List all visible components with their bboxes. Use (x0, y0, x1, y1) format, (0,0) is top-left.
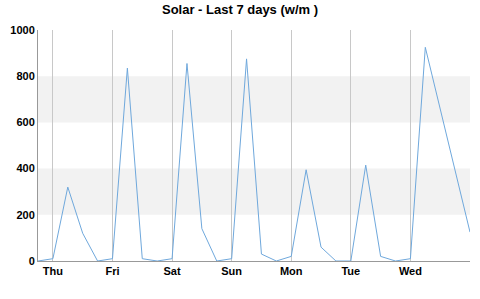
svg-text:Sat: Sat (164, 265, 181, 277)
svg-text:Sun: Sun (221, 265, 242, 277)
svg-text:400: 400 (16, 162, 34, 174)
svg-text:0: 0 (29, 255, 35, 267)
svg-text:800: 800 (16, 70, 34, 82)
svg-text:200: 200 (16, 209, 34, 221)
svg-text:Mon: Mon (280, 265, 303, 277)
svg-text:Fri: Fri (105, 265, 119, 277)
svg-text:1000: 1000 (10, 24, 34, 36)
svg-text:Solar - Last 7 days (w/m ): Solar - Last 7 days (w/m ) (162, 2, 318, 17)
svg-text:Tue: Tue (341, 265, 360, 277)
svg-text:Thu: Thu (43, 265, 63, 277)
svg-text:Wed: Wed (399, 265, 422, 277)
svg-text:600: 600 (16, 116, 34, 128)
